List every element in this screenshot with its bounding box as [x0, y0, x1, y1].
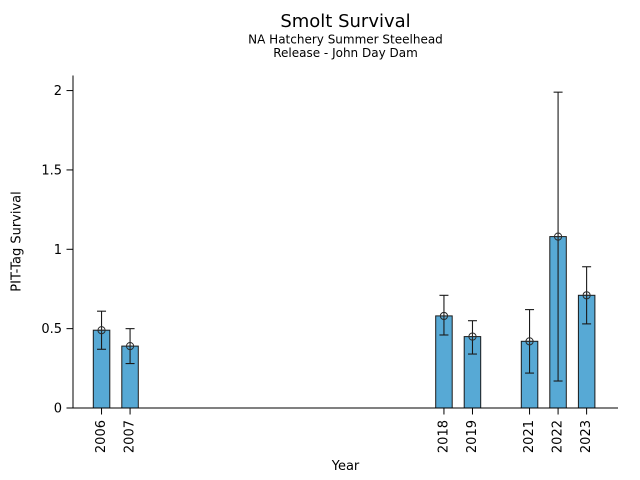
x-axis-title: Year — [331, 459, 360, 474]
chart-subtitle-line2: Release - John Day Dam — [273, 46, 418, 60]
marker-2007 — [125, 342, 135, 351]
ticks-layer: 0 0.5 1 1.5 2 2006 2007 2018 2019 2021 2022 2023 — [41, 84, 594, 453]
error-bars-layer — [97, 91, 592, 382]
marker-2022 — [553, 232, 563, 241]
y-tick-label-2: 2 — [54, 84, 62, 99]
y-tick-label-1.5: 1.5 — [41, 163, 62, 178]
axes-layer — [72, 75, 618, 409]
x-tick-label-2021: 2021 — [522, 420, 537, 453]
bars-layer — [92, 236, 596, 409]
x-tick-label-2019: 2019 — [465, 420, 480, 453]
marker-2018 — [439, 311, 449, 321]
marker-2019 — [468, 332, 477, 341]
y-tick-label-0: 0 — [54, 402, 62, 417]
x-tick-label-2018: 2018 — [436, 420, 451, 453]
x-tick-label-2006: 2006 — [94, 420, 109, 453]
marker-2021 — [525, 337, 534, 346]
x-tick-label-2007: 2007 — [123, 420, 138, 453]
y-tick-label-1: 1 — [54, 243, 62, 258]
y-tick-label-0.5: 0.5 — [41, 322, 62, 337]
y-axis-title: PIT-Tag Survival — [10, 191, 25, 291]
x-tick-label-2022: 2022 — [551, 420, 566, 453]
chart-title: Smolt Survival — [280, 11, 410, 32]
marker-2023 — [582, 291, 591, 300]
x-tick-label-2023: 2023 — [579, 420, 594, 453]
marker-2006 — [97, 326, 106, 335]
chart-subtitle-line1: NA Hatchery Summer Steelhead — [248, 33, 443, 47]
